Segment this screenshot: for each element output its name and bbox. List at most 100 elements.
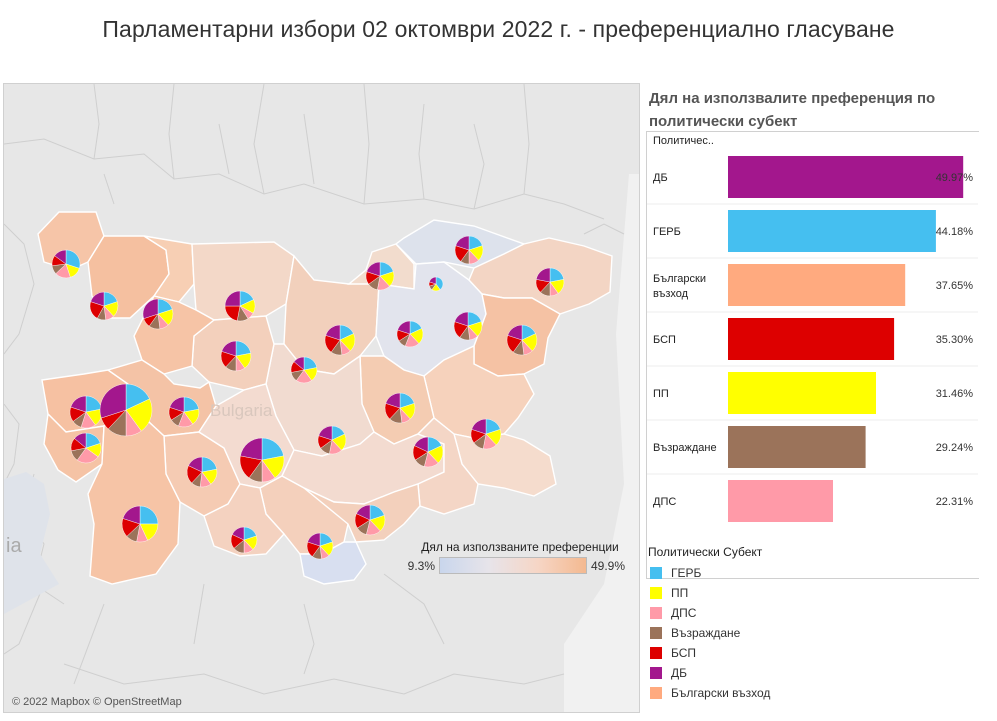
bar[interactable] — [728, 210, 936, 252]
category-label: Възраждане — [653, 442, 717, 454]
region-pie[interactable] — [317, 425, 347, 455]
color-legend-max: 49.9% — [591, 558, 626, 573]
neighbour-border — [4, 223, 35, 355]
neighbour-border — [4, 403, 20, 485]
color-legend-min: 9.3% — [407, 558, 435, 573]
region-pie[interactable] — [230, 526, 258, 554]
pie-slice — [397, 320, 411, 335]
pie-slice — [70, 395, 87, 413]
neighbour-border — [168, 84, 175, 180]
value-label: 29.24% — [936, 442, 974, 454]
neighbour-border — [363, 84, 370, 205]
neighbour-border — [473, 123, 485, 210]
neighbour-border — [218, 123, 230, 175]
map-canvas[interactable]: Bulgaria ia — [4, 84, 640, 713]
region-area[interactable] — [283, 254, 380, 375]
neighbour-border — [73, 603, 105, 685]
region-pie[interactable] — [51, 249, 81, 279]
pie-slice — [307, 532, 321, 547]
legend-swatch — [650, 647, 662, 659]
region-pie[interactable] — [470, 418, 502, 450]
region-area[interactable] — [416, 417, 479, 515]
legend-item[interactable]: ДПС — [648, 603, 770, 623]
legend-label: Възраждане — [671, 626, 741, 640]
legend-item[interactable]: ДБ — [648, 663, 770, 683]
pie-slice — [507, 324, 523, 341]
region-pie[interactable] — [324, 324, 356, 356]
pie-slice — [325, 324, 341, 341]
column-header[interactable]: Политичес.. — [653, 135, 714, 147]
party-legend: Политически Субект ГЕРБ ПП ДПС Възраждане БС… — [648, 545, 770, 703]
region-pie[interactable] — [224, 290, 256, 322]
region-pie[interactable] — [454, 235, 484, 265]
neighbour-border — [523, 84, 530, 195]
bar[interactable] — [728, 264, 906, 306]
region-pie[interactable] — [306, 532, 334, 560]
region-pie[interactable] — [70, 432, 102, 464]
pie-slice — [471, 418, 487, 435]
legend-swatch — [650, 607, 662, 619]
region-pie[interactable] — [121, 505, 159, 543]
bar[interactable] — [728, 318, 895, 360]
legend-item[interactable]: Български възход — [648, 683, 770, 703]
category-label: ДБ — [653, 172, 668, 184]
region-pie[interactable] — [506, 324, 538, 356]
region-pie[interactable] — [354, 504, 386, 536]
legend-item[interactable]: ПП — [648, 583, 770, 603]
pie-slice — [318, 425, 333, 441]
category-label: Български възход — [653, 273, 706, 300]
neighbour-border — [4, 138, 605, 220]
region-pie[interactable] — [89, 291, 119, 321]
legend-item[interactable]: БСП — [648, 643, 770, 663]
region-pie[interactable] — [365, 261, 395, 291]
region-pie[interactable] — [428, 276, 444, 292]
pie-slice — [65, 249, 81, 269]
pie-slice — [240, 437, 263, 461]
region-pie[interactable] — [142, 298, 174, 330]
bar[interactable] — [728, 480, 833, 522]
right-panel: Дял на използвалите преференция по полит… — [640, 83, 985, 713]
neighbour-border — [303, 113, 315, 185]
neighbour-border — [303, 603, 315, 675]
pie-slice — [224, 290, 241, 307]
region-pie[interactable] — [168, 396, 200, 428]
region-pie[interactable] — [290, 356, 318, 384]
neighbour-border — [418, 103, 425, 200]
legend-item[interactable]: Възраждане — [648, 623, 770, 643]
pie-slice — [54, 249, 67, 265]
map-panel[interactable]: Bulgaria ia © 2022 Mapbox © OpenStreetMap — [3, 83, 640, 713]
pie-slice — [414, 436, 429, 453]
region-pie[interactable] — [220, 340, 252, 372]
legend-label: ДБ — [671, 666, 688, 680]
region-pie[interactable] — [69, 395, 103, 429]
region-pie[interactable] — [453, 311, 483, 341]
region-pie[interactable] — [239, 437, 285, 483]
bar[interactable] — [728, 156, 964, 198]
pie-slice — [169, 396, 185, 413]
region-pie[interactable] — [396, 320, 424, 348]
region-pie[interactable] — [535, 267, 565, 297]
party-legend-title: Политически Субект — [648, 545, 763, 559]
map-attribution[interactable]: © 2022 Mapbox © OpenStreetMap — [12, 696, 182, 708]
region-pie[interactable] — [412, 436, 444, 468]
region-pie[interactable] — [186, 456, 218, 488]
legend-label: БСП — [671, 646, 697, 660]
pie-slice — [99, 383, 127, 419]
pie-slice — [293, 356, 305, 371]
pie-slice — [188, 456, 203, 473]
pie-slice — [125, 398, 153, 432]
bar[interactable] — [728, 426, 866, 468]
pie-slice — [455, 235, 470, 251]
value-label: 49.97% — [936, 172, 974, 184]
legend-label: Български възход — [671, 686, 771, 700]
legend-item[interactable]: ГЕРБ — [648, 563, 770, 583]
region-pie[interactable] — [99, 383, 153, 437]
bar[interactable] — [728, 372, 876, 414]
region-pie[interactable] — [384, 392, 416, 424]
pie-slice — [356, 504, 371, 521]
region-area[interactable] — [203, 483, 285, 557]
neighbour-border — [4, 583, 45, 655]
value-label: 22.31% — [936, 496, 974, 508]
neighbour-country — [4, 472, 59, 614]
pie-markers[interactable] — [51, 235, 565, 560]
